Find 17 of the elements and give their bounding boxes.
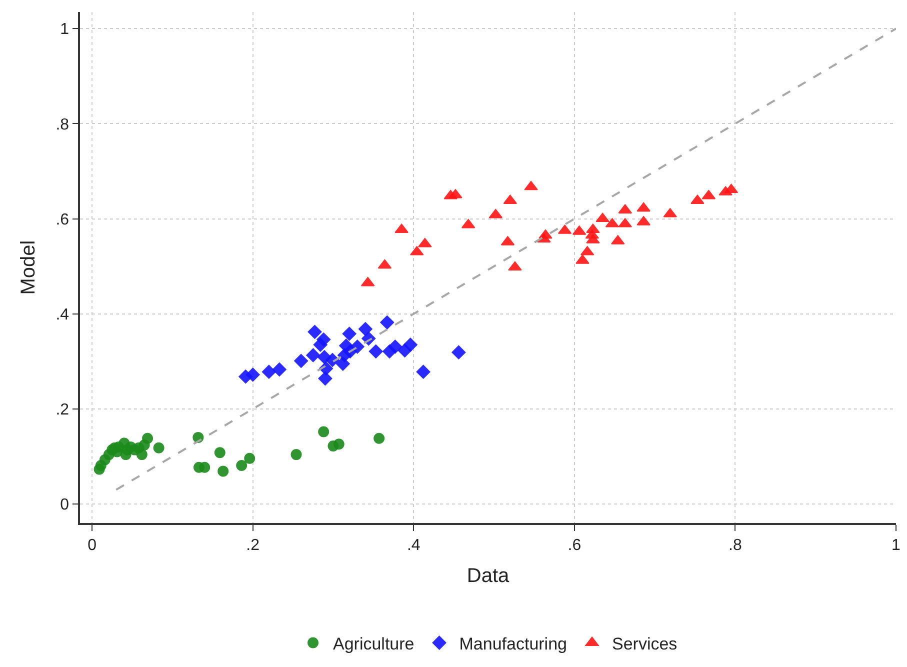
legend-label: Agriculture [333,634,414,654]
y-tick-label: 0 [60,496,70,514]
x-tick-label: 1 [892,536,901,554]
x-tick-label: .8 [728,536,742,554]
x-axis-title: Data [466,564,510,587]
legend-label: Manufacturing [459,634,567,654]
y-axis-title: Model [18,240,40,295]
y-tick-label: .2 [56,402,70,419]
y-tick-label: .8 [56,116,70,134]
x-tick-label: .2 [246,536,260,554]
x-tick-label: 0 [88,536,97,554]
y-tick-label: .4 [56,306,70,324]
legend-label: Services [612,634,678,654]
y-tick-label: .6 [56,211,70,228]
y-tick-label: 1 [60,21,70,38]
x-tick-label: .6 [568,536,582,554]
x-tick-label: .4 [406,536,420,554]
